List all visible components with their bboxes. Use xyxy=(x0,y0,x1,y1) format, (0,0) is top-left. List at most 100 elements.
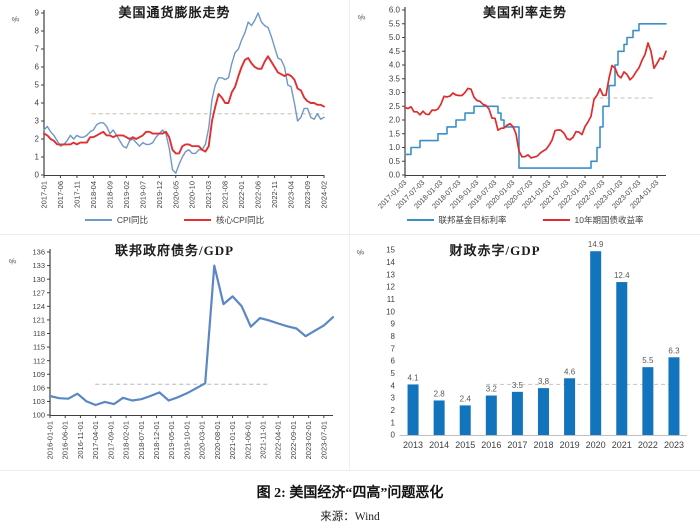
svg-text:2.0: 2.0 xyxy=(389,116,401,125)
svg-text:2021-08: 2021-08 xyxy=(221,181,230,209)
svg-text:2021-06-01: 2021-06-01 xyxy=(243,421,252,459)
svg-text:2017-04-01: 2017-04-01 xyxy=(91,421,100,459)
svg-text:2024-02: 2024-02 xyxy=(320,181,329,209)
svg-text:2022-01: 2022-01 xyxy=(237,181,246,209)
svg-text:2017-06: 2017-06 xyxy=(56,181,65,209)
interest-rate-chart-canvas: 0.00.51.01.52.02.53.03.54.04.55.05.56.02… xyxy=(376,6,667,210)
svg-text:1: 1 xyxy=(35,153,40,162)
svg-text:4: 4 xyxy=(391,381,396,390)
svg-text:121: 121 xyxy=(32,316,45,325)
figure-caption: 图 2: 美国经济“四高”问题恶化 xyxy=(256,486,444,501)
svg-text:2019-10-01: 2019-10-01 xyxy=(182,421,191,459)
svg-text:2019-07: 2019-07 xyxy=(138,181,147,209)
svg-text:5.5: 5.5 xyxy=(642,356,654,365)
svg-text:3: 3 xyxy=(35,117,40,126)
svg-text:4.6: 4.6 xyxy=(564,367,576,376)
svg-text:2023: 2023 xyxy=(664,440,684,450)
chart-us-interest-rate-trend: 0.0 0.5 1.0 1.5 2.0 2.5 3.0 3.5 4.0 4.5 5.0 5.5 6.0 2… xyxy=(350,0,700,235)
legend-item-fed-funds-rate: 联邦基金目标利率 xyxy=(406,214,507,226)
svg-text:2019: 2019 xyxy=(560,440,580,450)
legend-label-treasury-yield: 10年期国债收益率 xyxy=(574,215,644,225)
caption-block: 图 2: 美国经济“四高”问题恶化 来源：Wind xyxy=(0,471,700,526)
svg-text:2023-04: 2023-04 xyxy=(287,181,296,209)
svg-text:0: 0 xyxy=(391,431,396,440)
svg-text:3.8: 3.8 xyxy=(538,377,550,386)
svg-text:2019-12: 2019-12 xyxy=(155,181,164,209)
svg-text:8: 8 xyxy=(35,27,40,36)
svg-text:12: 12 xyxy=(386,283,395,292)
inflation-chart-canvas: 0 1 2 3 4 5 6 7 8 9 2017-01 2017-06 2017-11 2018-04 20… xyxy=(35,9,329,209)
svg-text:2021-11-01: 2021-11-01 xyxy=(259,421,268,459)
svg-text:106: 106 xyxy=(32,383,45,392)
legend-item-cpi: CPI同比 xyxy=(84,214,148,226)
svg-text:12.4: 12.4 xyxy=(614,271,630,280)
svg-text:127: 127 xyxy=(32,288,45,297)
svg-text:3.2: 3.2 xyxy=(486,385,498,394)
svg-text:2018-07-01: 2018-07-01 xyxy=(137,421,146,459)
svg-text:2020-05: 2020-05 xyxy=(171,181,180,209)
svg-text:2020: 2020 xyxy=(586,440,606,450)
svg-text:14: 14 xyxy=(386,258,395,267)
svg-text:3: 3 xyxy=(391,394,396,403)
svg-text:2016: 2016 xyxy=(481,440,501,450)
svg-text:0.5: 0.5 xyxy=(389,157,401,166)
svg-text:2017-11: 2017-11 xyxy=(72,181,81,208)
svg-text:2021: 2021 xyxy=(612,440,632,450)
svg-text:14.9: 14.9 xyxy=(588,240,604,249)
svg-text:2013: 2013 xyxy=(403,440,423,450)
svg-text:2023-09: 2023-09 xyxy=(303,181,312,209)
treasury-yield-line-swatch xyxy=(542,219,570,221)
fed-funds-line-swatch xyxy=(406,219,434,221)
svg-text:3.5: 3.5 xyxy=(389,74,401,83)
chart-fiscal-deficit-to-gdp: 0 1 2 3 4 5 6 7 8 9 10 11 12 13 14 15 2013 2014 2015 2016 20… xyxy=(350,235,700,470)
svg-text:130: 130 xyxy=(32,275,45,284)
svg-text:9: 9 xyxy=(35,9,40,18)
svg-text:6.0: 6.0 xyxy=(389,6,401,15)
svg-text:5.0: 5.0 xyxy=(389,33,401,42)
svg-text:2022-09-01: 2022-09-01 xyxy=(289,421,298,459)
svg-text:2019-02: 2019-02 xyxy=(122,181,131,209)
svg-text:109: 109 xyxy=(32,370,45,379)
svg-text:103: 103 xyxy=(32,397,45,406)
svg-text:2016-06-01: 2016-06-01 xyxy=(61,421,70,459)
svg-text:112: 112 xyxy=(33,356,45,365)
svg-text:2016-11-01: 2016-11-01 xyxy=(76,421,85,459)
svg-text:3.5: 3.5 xyxy=(512,381,524,390)
legend-label-core-cpi: 核心CPI同比 xyxy=(216,215,265,225)
legend-item-core-cpi: 核心CPI同比 xyxy=(184,214,264,226)
svg-text:2021-01-01: 2021-01-01 xyxy=(228,421,237,459)
svg-text:100: 100 xyxy=(32,411,45,420)
svg-text:2022-04-01: 2022-04-01 xyxy=(274,421,283,459)
svg-text:11: 11 xyxy=(387,295,396,304)
svg-text:2018: 2018 xyxy=(533,440,553,450)
legend-item-treasury-yield: 10年期国债收益率 xyxy=(542,214,644,226)
svg-text:133: 133 xyxy=(32,261,45,270)
svg-text:2017-09-01: 2017-09-01 xyxy=(106,421,115,459)
svg-text:124: 124 xyxy=(32,302,45,311)
chart-title-inflation: 美国通货膨胀走势 xyxy=(118,5,231,20)
chart-title-debt-gdp: 联邦政府债务/GDP xyxy=(114,243,235,258)
svg-text:6: 6 xyxy=(391,357,396,366)
svg-text:2: 2 xyxy=(391,406,396,415)
svg-text:2014: 2014 xyxy=(429,440,449,450)
svg-text:2022: 2022 xyxy=(638,440,658,450)
svg-text:2020-10: 2020-10 xyxy=(188,181,197,209)
svg-text:0.0: 0.0 xyxy=(389,171,401,180)
legend-label-fed-funds: 联邦基金目标利率 xyxy=(438,215,507,225)
cpi-line-swatch xyxy=(84,219,112,221)
svg-text:115: 115 xyxy=(33,343,45,352)
svg-text:2020-08-01: 2020-08-01 xyxy=(213,421,222,459)
legend-label-cpi: CPI同比 xyxy=(116,215,148,225)
svg-text:6: 6 xyxy=(35,63,40,72)
svg-text:1.5: 1.5 xyxy=(389,129,401,138)
svg-text:8: 8 xyxy=(391,332,396,341)
svg-text:2022-06: 2022-06 xyxy=(254,181,263,209)
svg-text:2: 2 xyxy=(35,135,40,144)
svg-text:15: 15 xyxy=(386,246,395,255)
svg-text:2018-02-01: 2018-02-01 xyxy=(122,421,131,459)
svg-text:2.5: 2.5 xyxy=(389,102,401,111)
svg-text:2.8: 2.8 xyxy=(434,389,446,398)
svg-text:2015: 2015 xyxy=(455,440,475,450)
